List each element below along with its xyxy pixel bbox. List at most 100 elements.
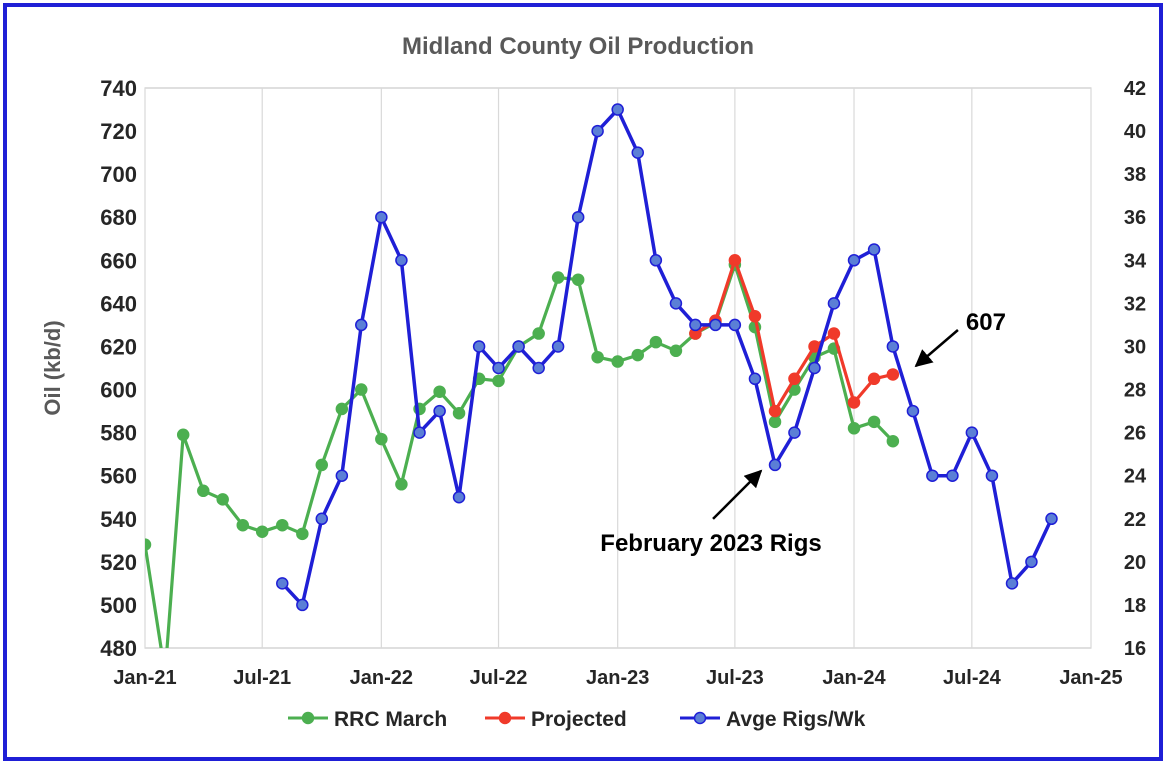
chart-title: Midland County Oil Production	[402, 33, 754, 60]
legend-item-1: Projected	[485, 708, 627, 731]
data-point	[492, 374, 505, 388]
data-point	[335, 402, 349, 416]
y-tick-label: 740	[100, 76, 137, 101]
data-point	[611, 103, 624, 116]
data-point	[571, 210, 585, 224]
data-point	[1045, 512, 1058, 526]
y2-tick-label: 30	[1124, 336, 1146, 358]
data-point	[867, 372, 881, 386]
x-tick-label: Jan-23	[586, 667, 649, 689]
data-point	[532, 327, 545, 340]
data-point	[847, 254, 861, 267]
data-point	[571, 273, 585, 286]
data-point	[433, 404, 446, 418]
data-point	[906, 404, 920, 418]
y-tick-label: 660	[100, 248, 137, 273]
annotations-layer: February 2023 Rigs 607	[600, 309, 1006, 557]
legend-swatch-marker	[301, 711, 315, 725]
data-point	[591, 350, 604, 364]
data-point	[867, 243, 881, 256]
x-tick-label: Jul-24	[943, 667, 1002, 689]
x-tick-label: Jul-22	[470, 667, 528, 689]
data-point	[886, 434, 900, 448]
y-tick-label: 620	[100, 334, 137, 359]
series-layer	[145, 103, 1058, 648]
data-point	[1005, 577, 1019, 590]
data-point	[768, 415, 782, 429]
annotation-607: 607	[966, 309, 1006, 336]
x-tick-label: Jan-24	[822, 667, 886, 689]
data-point	[827, 297, 841, 310]
data-point	[452, 490, 466, 504]
legend: RRC March Projected Avge Rigs/Wk	[288, 708, 866, 731]
series-1	[689, 254, 900, 418]
y2-tick-label: 38	[1124, 164, 1146, 186]
legend-item-0: RRC March	[288, 708, 447, 731]
annotation-arrow-607	[914, 329, 959, 368]
data-point	[611, 355, 624, 368]
data-point	[276, 577, 289, 590]
y-tick-label: 640	[100, 291, 137, 316]
y2-tick-label: 28	[1124, 380, 1146, 402]
x-tick-label: Jan-21	[113, 667, 176, 689]
data-point	[631, 146, 644, 159]
y2-tick-label: 18	[1124, 595, 1146, 617]
grid-lines	[144, 88, 1092, 648]
annotation-arrow-rigs	[712, 469, 763, 520]
y2-tick-label: 20	[1124, 552, 1146, 574]
data-point	[591, 124, 604, 138]
y2-tick-label: 36	[1124, 207, 1146, 229]
data-point	[985, 469, 999, 482]
y-tick-label: 560	[100, 464, 137, 489]
y-tick-label: 500	[100, 593, 137, 618]
annotation-rigs: February 2023 Rigs	[600, 530, 821, 557]
data-point	[926, 469, 939, 482]
data-point	[176, 428, 190, 442]
series-line	[281, 107, 1054, 607]
y2-tick-label: 22	[1124, 509, 1146, 531]
data-point	[669, 297, 683, 310]
data-point	[808, 361, 821, 375]
data-point	[551, 271, 565, 284]
data-point	[452, 406, 466, 420]
data-point	[375, 432, 388, 446]
legend-label: RRC March	[334, 708, 447, 731]
chart-frame	[3, 3, 1163, 761]
data-point	[296, 598, 309, 612]
data-point	[395, 254, 408, 267]
data-point	[867, 415, 881, 429]
y-tick-label: 480	[100, 636, 137, 661]
y-tick-label: 580	[100, 421, 137, 446]
data-point	[748, 372, 762, 386]
data-point	[197, 484, 210, 498]
data-point	[728, 254, 742, 267]
x-tick-label: Jul-23	[706, 667, 764, 689]
legend-swatch-marker	[498, 711, 512, 725]
y2-tick-label: 40	[1124, 121, 1146, 143]
y2-tick-label: 42	[1124, 78, 1146, 100]
y2-tick-label: 24	[1124, 466, 1147, 488]
data-point	[375, 210, 388, 224]
data-point	[946, 469, 959, 482]
data-point	[886, 340, 900, 353]
data-point	[827, 327, 841, 340]
data-point	[669, 344, 683, 358]
data-point	[649, 335, 663, 349]
data-point	[709, 318, 722, 332]
data-point	[788, 426, 801, 439]
series-2	[276, 103, 1058, 612]
data-point	[532, 361, 545, 375]
x-tick-label: Jan-22	[350, 667, 413, 689]
y2-tick-label: 34	[1124, 250, 1147, 272]
x-axis-ticks: Jan-21 Jul-21 Jan-22 Jul-22 Jan-23 Jul-23 Jan-…	[113, 667, 1122, 689]
data-point	[433, 385, 446, 398]
y-tick-label: 720	[100, 119, 137, 144]
legend-swatch-marker	[693, 711, 707, 725]
data-point	[847, 396, 861, 409]
data-point	[355, 318, 368, 332]
data-point	[847, 422, 861, 435]
data-point	[216, 493, 229, 506]
y2-tick-label: 16	[1124, 638, 1146, 660]
legend-label: Projected	[531, 708, 627, 731]
data-point	[886, 368, 900, 381]
